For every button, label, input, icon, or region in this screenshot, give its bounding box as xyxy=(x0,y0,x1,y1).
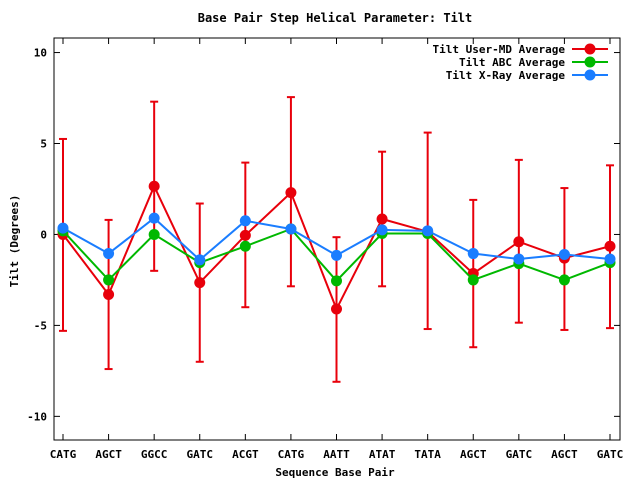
x-tick-label: GGCC xyxy=(141,448,168,461)
x-tick-label: AATT xyxy=(323,448,350,461)
x-tick-label: ACGT xyxy=(232,448,259,461)
series-2-point xyxy=(331,275,342,287)
series-2-point xyxy=(148,228,160,240)
series-2-point xyxy=(239,240,251,252)
series-3-point xyxy=(467,248,479,260)
x-tick-label: AGCT xyxy=(460,448,487,461)
legend-marker xyxy=(584,43,596,55)
x-tick-label: TATA xyxy=(414,448,441,461)
series-3-point xyxy=(513,253,525,265)
series-3-point xyxy=(285,223,297,235)
x-tick-label: ATAT xyxy=(369,448,396,461)
series-3-point xyxy=(558,248,570,260)
series-3-point xyxy=(194,254,206,266)
series-3-point xyxy=(103,248,115,260)
series-1-point xyxy=(194,277,206,289)
series-2-point xyxy=(558,274,570,286)
series-2-point xyxy=(467,274,479,286)
y-tick-label: -10 xyxy=(27,410,47,423)
series-layer xyxy=(57,180,616,315)
series-1-point xyxy=(285,187,297,199)
series-3-point xyxy=(239,215,251,227)
series-3-point xyxy=(376,224,388,236)
x-tick-label: AGCT xyxy=(95,448,122,461)
x-tick-label: GATC xyxy=(506,448,533,461)
series-1-point xyxy=(239,229,251,241)
y-tick-label: -5 xyxy=(34,319,47,332)
series-1-point xyxy=(376,213,388,225)
series-3-point xyxy=(331,249,342,261)
legend-label: Tilt X-Ray Average xyxy=(446,69,566,82)
y-tick-label: 0 xyxy=(40,228,47,241)
series-3-point xyxy=(148,212,160,224)
series-1-point xyxy=(331,303,342,315)
series-1-point xyxy=(148,180,160,192)
x-axis-ticks: CATG AGCT GGCC GATC ACGT CATG AATT ATAT TATA AGCT… xyxy=(50,38,624,461)
x-tick-label: CATG xyxy=(50,448,77,461)
series-1-point xyxy=(604,240,616,252)
error-bars xyxy=(59,96,614,383)
series-1-point xyxy=(513,236,525,248)
x-tick-label: GATC xyxy=(597,448,624,461)
legend-label: Tilt User-MD Average xyxy=(433,43,566,56)
x-tick-label: GATC xyxy=(187,448,214,461)
legend-label: Tilt ABC Average xyxy=(459,56,565,69)
legend-marker xyxy=(584,56,596,68)
series-3-point xyxy=(57,222,69,234)
y-axis-ticks: -10 -5 0 5 10 xyxy=(27,47,620,423)
series-3-point xyxy=(604,253,616,265)
y-tick-label: 5 xyxy=(40,138,47,151)
y-tick-label: 10 xyxy=(34,47,47,60)
x-tick-label: AGCT xyxy=(551,448,578,461)
series-3-point xyxy=(422,225,434,237)
y-axis-label: Tilt (Degrees) xyxy=(8,195,21,288)
series-1-point xyxy=(103,288,115,300)
series-2-point xyxy=(103,274,115,286)
x-axis-label: Sequence Base Pair xyxy=(275,466,395,479)
x-tick-label: CATG xyxy=(278,448,305,461)
legend-marker xyxy=(584,69,596,81)
chart-title: Base Pair Step Helical Parameter: Tilt xyxy=(198,11,473,25)
